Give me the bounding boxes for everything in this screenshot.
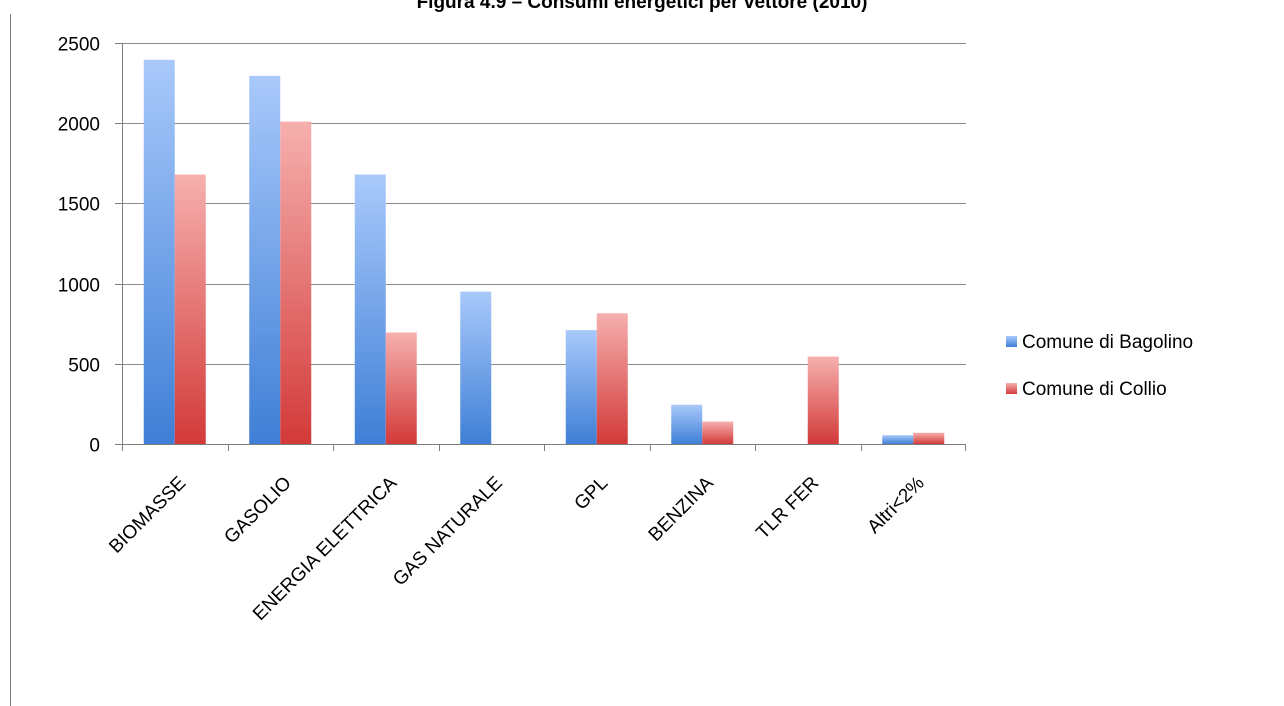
x-tick-label-6: TLR FER: [752, 473, 823, 544]
legend: Comune di Bagolino Comune di Collio: [1006, 332, 1193, 400]
bar-collio-4: [596, 313, 628, 444]
x-tick-label-1: GASOLIO: [220, 473, 295, 548]
legend-label-collio: Comune di Collio: [1022, 379, 1167, 400]
chart-title: Figura 4.9 – Consumi energetici per vett…: [417, 0, 868, 13]
bar-bagolino-1: [249, 75, 281, 444]
x-tick-label-0: BIOMASSE: [105, 473, 190, 558]
bar-collio-5: [702, 421, 734, 444]
bar-bagolino-2: [354, 174, 386, 444]
x-tick-label-4: GPL: [571, 473, 613, 515]
y-tick-label-2500: 2500: [58, 35, 100, 56]
bars: [143, 59, 945, 444]
bar-collio-0: [174, 174, 206, 444]
bar-bagolino-7: [882, 435, 914, 444]
bar-bagolino-5: [671, 404, 703, 444]
bar-bagolino-4: [565, 330, 597, 444]
legend-label-bagolino: Comune di Bagolino: [1022, 332, 1193, 353]
x-tick-label-3: GAS NATURALE: [389, 473, 507, 591]
bar-bagolino-3: [460, 291, 492, 444]
bar-collio-6: [807, 356, 839, 444]
legend-swatch-collio: [1006, 383, 1017, 394]
x-tick-label-5: BENZINA: [645, 472, 718, 545]
axes: [115, 43, 966, 451]
x-tick-label-7: Altri<2%: [864, 473, 929, 538]
y-tick-label-0: 0: [89, 436, 100, 457]
legend-swatch-bagolino: [1006, 336, 1017, 347]
y-tick-label-1000: 1000: [58, 276, 100, 297]
bar-collio-2: [385, 332, 417, 444]
y-tick-labels: 0 500 1000 1500 2000 2500: [58, 35, 100, 457]
gridlines: [122, 43, 966, 445]
y-tick-label-1500: 1500: [58, 195, 100, 216]
bar-collio-7: [913, 432, 945, 444]
y-tick-label-2000: 2000: [58, 115, 100, 136]
bar-bagolino-0: [143, 59, 175, 444]
bar-collio-1: [280, 121, 312, 444]
y-tick-label-500: 500: [68, 356, 100, 377]
